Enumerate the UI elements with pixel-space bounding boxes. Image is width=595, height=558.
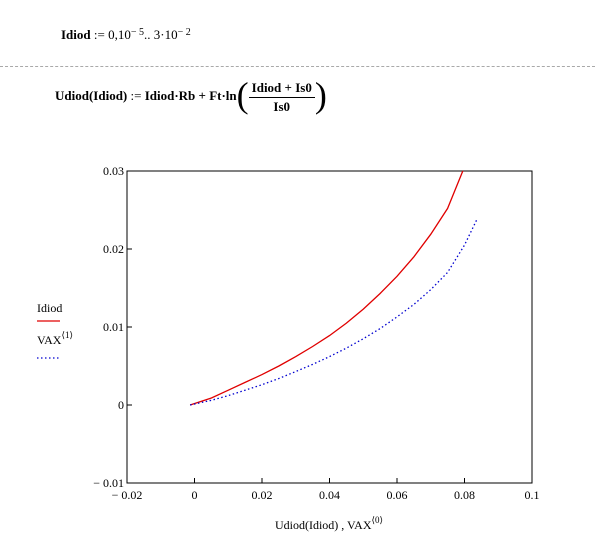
x-tick-label: 0.08 [454,488,475,502]
x-tick-label: − 0.02 [112,488,143,502]
x-axis-label: Udiod(Idiod) , VAX⟨0⟩ [275,515,383,532]
formula1-lhs: Idiod [61,27,91,42]
tick-labels: − 0.02 0 0.02 0.04 0.06 0.08 0.1 − 0.01 0 0.01 0.0… [93,164,539,502]
formula-range-definition[interactable]: Idiod := 0,10− 5.. 3·10− 2 [61,27,191,43]
x-tick-label: 0.04 [319,488,340,502]
formula1-exponent1: − 5 [130,27,144,38]
y-tick-label: 0.01 [103,320,124,334]
x-tick-label: 0.1 [525,488,540,502]
y-tick-label: 0.02 [103,242,124,256]
formula2-lhs: Udiod(Idiod) [55,87,128,103]
legend: Idiod VAX⟨1⟩ [37,301,73,359]
axis-ticks [126,170,533,484]
plot-frame [126,170,533,484]
series-line-idiod [189,170,464,406]
x-tick-label: 0.06 [387,488,408,502]
formula2-fraction: Idiod + Is0 Is0 [248,80,315,115]
legend-label-vax: VAX⟨1⟩ [37,330,73,347]
left-paren-glyph: ( [236,75,249,115]
formula2-term: Idiod·Rb + Ft·ln [144,87,237,103]
formula1-exponent2: − 2 [177,27,191,38]
x-tick-label: 0 [192,488,198,502]
plot-series [189,170,478,406]
formula2-denominator: Is0 [273,98,291,114]
formula1-assign: := [90,27,109,42]
formula-function-definition[interactable]: Udiod(Idiod) := Idiod·Rb + Ft·ln(Idiod +… [55,75,327,118]
y-tick-label: − 0.01 [93,476,124,490]
series-line-vax [189,218,478,406]
formula1-range-sep: .. 3·10 [143,27,178,42]
right-paren-glyph: ) [314,75,327,115]
region-divider [0,66,595,67]
formula1-range-start: 0,10 [108,27,131,42]
formula2-numerator: Idiod + Is0 [248,80,315,98]
legend-label-idiod: Idiod [37,301,62,315]
y-tick-label: 0 [118,398,124,412]
y-tick-label: 0.03 [103,164,124,178]
x-tick-label: 0.02 [252,488,273,502]
formula2-assign: := [127,87,145,103]
